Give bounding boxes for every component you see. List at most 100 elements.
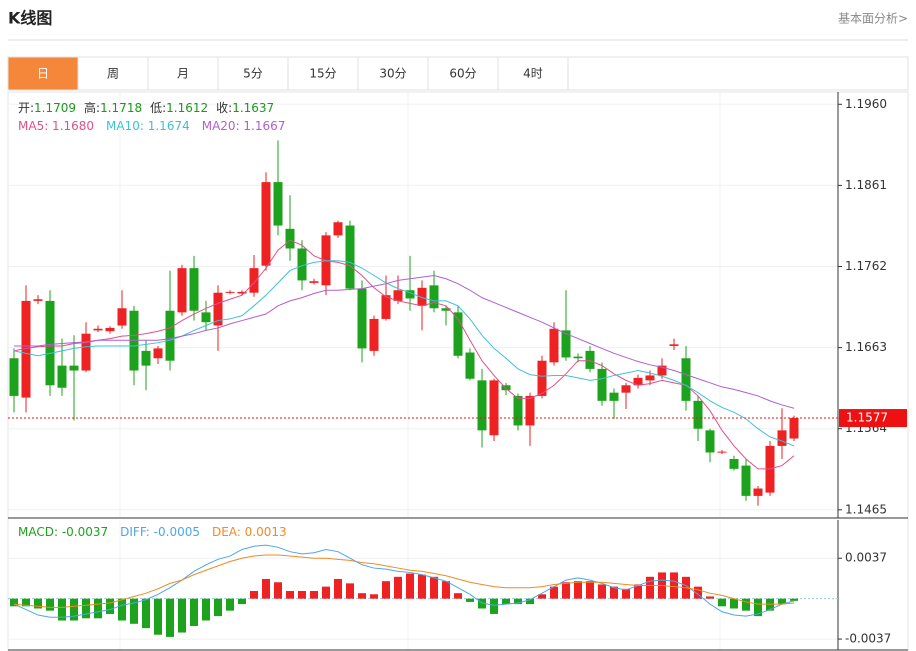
candle-body — [537, 360, 547, 396]
candle-body — [681, 358, 691, 401]
tab-label[interactable]: 周 — [107, 67, 119, 81]
macd-bar — [514, 598, 522, 605]
candle-body — [189, 268, 199, 311]
candle-body — [741, 465, 751, 496]
tab[interactable] — [497, 56, 569, 91]
candle-body — [225, 291, 235, 293]
macd-bar — [58, 598, 66, 621]
macd-bar — [406, 573, 414, 599]
tab-label[interactable]: 15分 — [309, 67, 336, 81]
macd-bar — [370, 594, 378, 599]
macd-bar — [574, 581, 582, 599]
candle-body — [33, 299, 43, 301]
macd-bar — [478, 598, 486, 609]
tab-row — [7, 56, 909, 91]
chart-frame — [7, 91, 909, 651]
y-tick-label: 1.1960 — [845, 97, 887, 111]
macd-bar — [502, 598, 510, 605]
macd-bar — [526, 598, 534, 605]
candle-body — [429, 285, 439, 309]
candle-body — [453, 312, 463, 356]
candle-body — [93, 328, 103, 331]
y-tick-label: 1.1465 — [845, 502, 887, 516]
macd-bar — [250, 591, 258, 599]
candle-body — [405, 290, 415, 299]
macd-bar — [646, 576, 654, 599]
macd-bar — [238, 598, 246, 605]
candle-body — [753, 488, 763, 496]
candle-body — [489, 380, 499, 436]
legend-entry: MA10: 1.1674 — [106, 119, 190, 133]
macd-bar — [466, 598, 474, 602]
macd-bar — [46, 598, 54, 611]
macd-bar — [334, 578, 342, 599]
macd-bar — [22, 598, 30, 607]
candle-body — [297, 248, 307, 281]
macd-bar — [550, 586, 558, 599]
ma-legend: MA5: 1.1680 MA10: 1.1674 MA20: 1.1667 — [18, 119, 285, 133]
macd-bar — [730, 598, 738, 609]
macd-bar — [754, 598, 762, 617]
macd-bar — [274, 582, 282, 599]
candle-body — [561, 330, 571, 358]
macd-bar — [766, 598, 774, 611]
legend-entry: DEA: 0.0013 — [212, 525, 287, 539]
y-tick-label: 0.0037 — [845, 551, 887, 565]
last-price-label: 1.1577 — [846, 411, 888, 425]
candle-body — [285, 228, 295, 249]
candle-body — [549, 328, 559, 363]
macd-bar — [70, 598, 78, 621]
macd-bar — [706, 596, 714, 599]
candle-body — [777, 430, 787, 446]
candle-body — [717, 451, 727, 453]
candle-body — [357, 288, 367, 349]
tab-label[interactable]: 60分 — [449, 67, 476, 81]
macd-bar — [358, 593, 366, 599]
macd-bar — [118, 598, 126, 621]
ohlc-label: 收: — [216, 101, 232, 115]
macd-bar — [298, 591, 306, 599]
candle-body — [153, 348, 163, 359]
tab-label[interactable]: 日 — [37, 67, 49, 81]
candle-body — [213, 292, 223, 326]
candle-body — [201, 312, 211, 323]
macd-bar — [202, 598, 210, 621]
tab-label[interactable]: 月 — [177, 67, 189, 81]
candle-body — [177, 268, 187, 313]
legend-entry: MA20: 1.1667 — [202, 119, 286, 133]
tab-label[interactable]: 30分 — [379, 67, 406, 81]
ohlc-label: 开: — [18, 101, 34, 115]
ohlc-value: 1.1637 — [232, 101, 274, 115]
tab[interactable] — [357, 56, 429, 91]
macd-bar — [34, 598, 42, 609]
macd-bar — [262, 578, 270, 599]
macd-bar — [742, 598, 750, 611]
candle-body — [597, 368, 607, 401]
candle-body — [141, 350, 151, 366]
candle-body — [369, 318, 379, 351]
ohlc-info: 开:1.1709 高:1.1718 低:1.1612 收:1.1637 — [18, 100, 274, 115]
macd-bar — [310, 591, 318, 599]
candle-body — [513, 395, 523, 426]
fundamental-link[interactable]: 基本面分析> — [838, 12, 908, 26]
macd-bar — [226, 598, 234, 611]
legend-entry: MA5: 1.1680 — [18, 119, 94, 133]
candle-body — [609, 392, 619, 401]
candle-body — [309, 281, 319, 283]
macd-bar — [394, 576, 402, 599]
candle-body — [393, 290, 403, 301]
candle-body — [585, 350, 595, 369]
macd-bar — [790, 598, 798, 601]
y-tick-label: -0.0037 — [845, 632, 891, 646]
ohlc-label: 低: — [150, 101, 166, 115]
tab-label[interactable]: 5分 — [243, 67, 263, 81]
macd-bar — [214, 598, 222, 617]
y-tick-label: 1.1762 — [845, 259, 887, 273]
tab-label[interactable]: 4时 — [523, 67, 543, 81]
candle-body — [693, 400, 703, 429]
candle-body — [237, 291, 247, 294]
candle-body — [573, 356, 583, 359]
candle-body — [105, 327, 115, 332]
tab[interactable] — [77, 56, 149, 91]
macd-bar — [598, 584, 606, 599]
